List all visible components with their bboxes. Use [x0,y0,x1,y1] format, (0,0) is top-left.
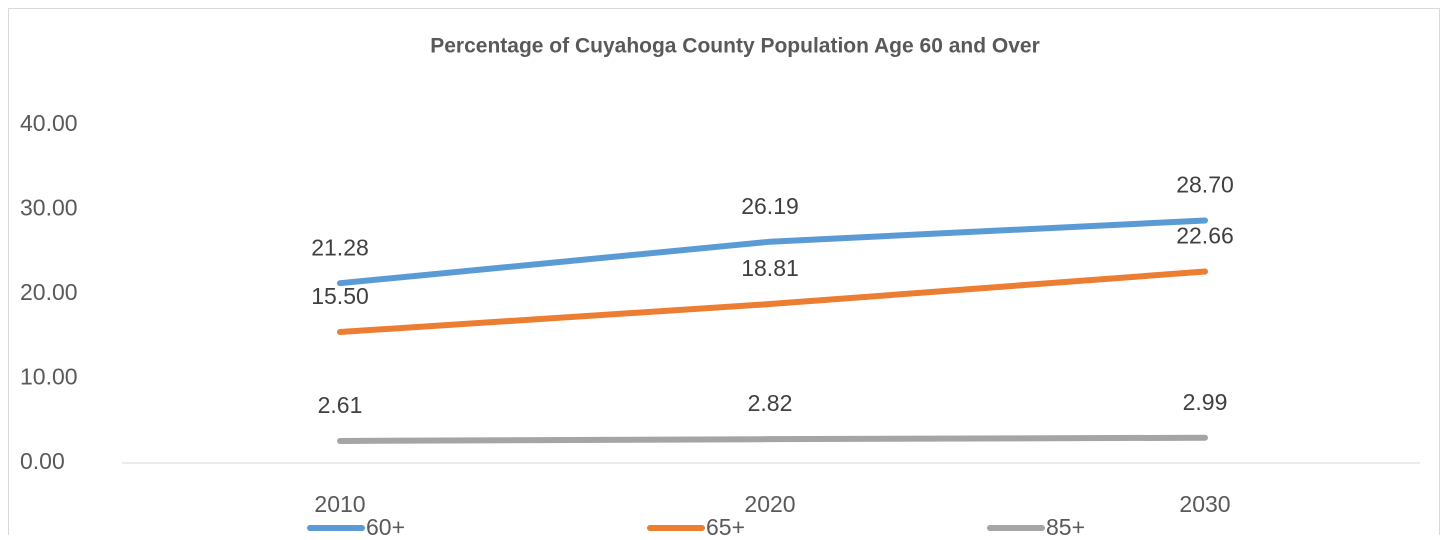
data-label: 21.28 [311,234,369,260]
x-tick-label: 2010 [314,491,365,517]
series-line [337,268,1208,336]
y-tick-label: 10.00 [20,364,78,390]
series-line [337,217,1208,287]
chart-title: Percentage of Cuyahoga County Population… [430,35,1040,58]
data-label: 2.99 [1183,389,1228,415]
data-label: 28.70 [1176,172,1234,198]
series-line [337,434,1208,444]
data-label: 22.66 [1176,223,1234,249]
y-tick-label: 20.00 [20,279,78,305]
chart-frame [8,8,1440,540]
y-tick-label: 0.00 [20,448,65,474]
y-tick-label: 30.00 [20,195,78,221]
legend-label: 60+ [366,514,405,535]
x-tick-label: 2030 [1179,491,1230,517]
data-label: 15.50 [311,283,369,309]
data-label: 18.81 [741,255,799,281]
legend-label: 65+ [706,514,745,535]
y-tick-label: 40.00 [20,110,78,136]
data-label: 2.82 [748,390,793,416]
x-tick-label: 2020 [744,491,795,517]
data-label: 26.19 [741,193,799,219]
data-label: 2.61 [318,392,363,418]
legend-label: 85+ [1046,514,1085,535]
